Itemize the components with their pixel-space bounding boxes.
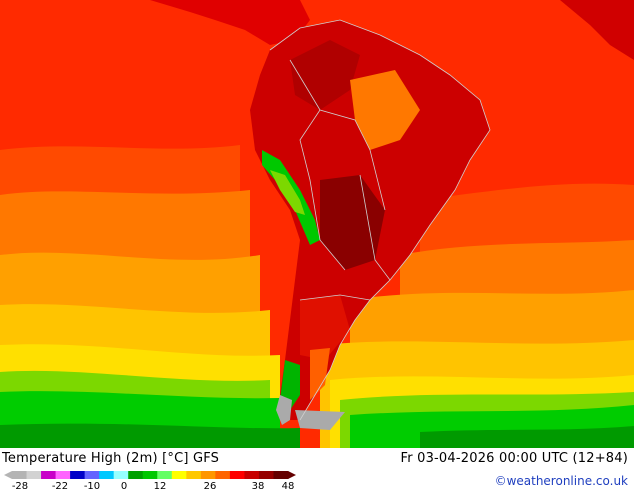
legend-swatch [157,471,173,479]
map-title: Temperature High (2m) [°C] GFS [2,451,220,466]
legend-swatch [26,471,42,479]
legend-tick-label: -10 [84,481,100,490]
legend-swatch [142,471,158,479]
legend-swatch [258,471,274,479]
legend-swatch [200,471,216,479]
legend-swatch [186,471,202,479]
brazil-orange-region [350,70,420,150]
legend-swatch [229,471,245,479]
pampas-region [300,295,350,360]
legend-tick-label: -28 [12,481,28,490]
legend-swatch [128,471,144,479]
legend-min-arrow [4,471,12,479]
valid-time: Fr 03-04-2026 00:00 UTC (12+84) [400,451,628,466]
map-canvas [0,0,634,448]
legend-swatch [99,471,115,479]
country-borders [269,19,491,421]
andes-lime-strip [270,170,305,215]
amazon-hot-region [290,40,360,110]
temperature-map [0,0,634,448]
legend-swatch [70,471,86,479]
legend-tick-label: 12 [154,481,167,490]
legend-tick-label: 48 [282,481,295,490]
legend-swatch [12,471,28,479]
legend-tick-label: -22 [52,481,68,490]
color-scale-legend: -28 -22 -10 0 12 26 38 48 [0,470,300,490]
legend-tick-label: 0 [121,481,127,490]
legend-tick-label: 26 [204,481,217,490]
legend-swatch [55,471,71,479]
ocean-dark-green-band [0,423,634,448]
legend-max-arrow [288,471,296,479]
legend-swatch [273,471,289,479]
patagonia-orange-region [310,348,330,400]
southern-andes-snow [276,395,292,425]
legend-swatch [171,471,187,479]
credit-link[interactable]: ©weatheronline.co.uk [494,474,628,488]
legend-swatch [215,471,231,479]
map-footer: Temperature High (2m) [°C] GFS Fr 03-04-… [0,448,634,490]
color-scale-svg: -28 -22 -10 0 12 26 38 48 [4,471,296,490]
legend-swatch [84,471,100,479]
legend-tick-label: 38 [252,481,265,490]
tierra-del-fuego-land [295,410,345,430]
legend-swatch [113,471,129,479]
legend-swatch [41,471,57,479]
chaco-hottest-region [320,175,385,270]
legend-swatch [244,471,260,479]
africa-coast-land [560,0,634,60]
central-america-land [150,0,310,45]
